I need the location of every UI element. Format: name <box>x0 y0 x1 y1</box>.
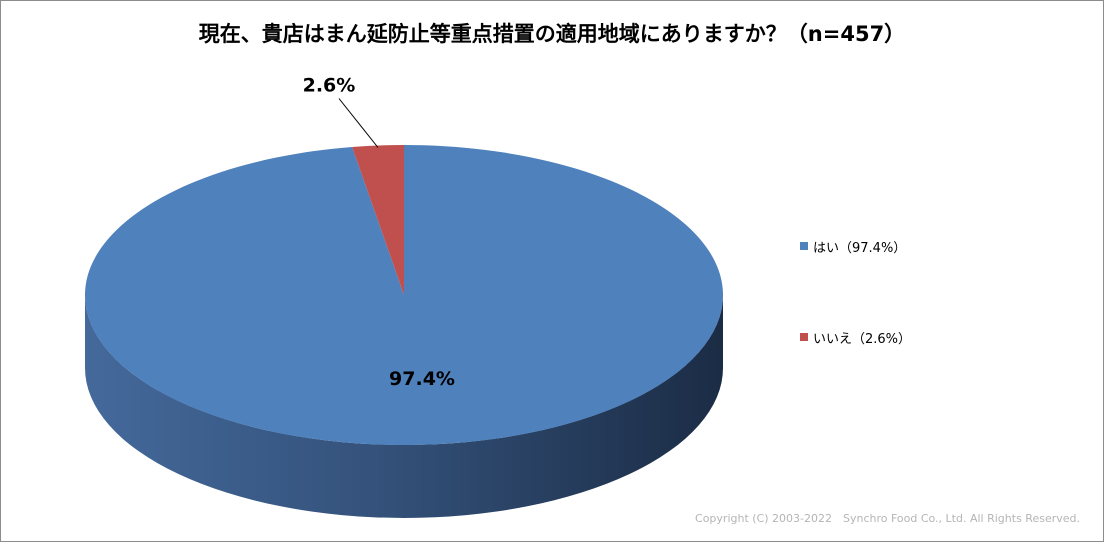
data-label-no: 2.6% <box>303 75 356 97</box>
leader-line <box>338 98 379 148</box>
copyright-notice: Copyright (C) 2003-2022 Synchro Food Co.… <box>695 512 1080 525</box>
pie-side-wall <box>85 295 723 518</box>
legend-swatch-yes <box>800 242 808 250</box>
chart-title: 現在、貴店はまん延防止等重点措置の適用地域にありますか？（n=457） <box>198 22 906 46</box>
data-label-yes: 97.4% <box>389 368 455 390</box>
legend-item-no: いいえ（2.6%） <box>800 327 911 347</box>
legend-label-yes: はい（97.4%） <box>813 240 907 256</box>
legend-item-yes: はい（97.4%） <box>800 236 911 256</box>
legend: はい（97.4%） いいえ（2.6%） <box>800 236 911 347</box>
legend-label-no: いいえ（2.6%） <box>813 331 912 347</box>
pie-slice-no <box>352 145 404 295</box>
legend-swatch-no <box>800 333 808 341</box>
pie-slice-yes <box>84 145 723 445</box>
